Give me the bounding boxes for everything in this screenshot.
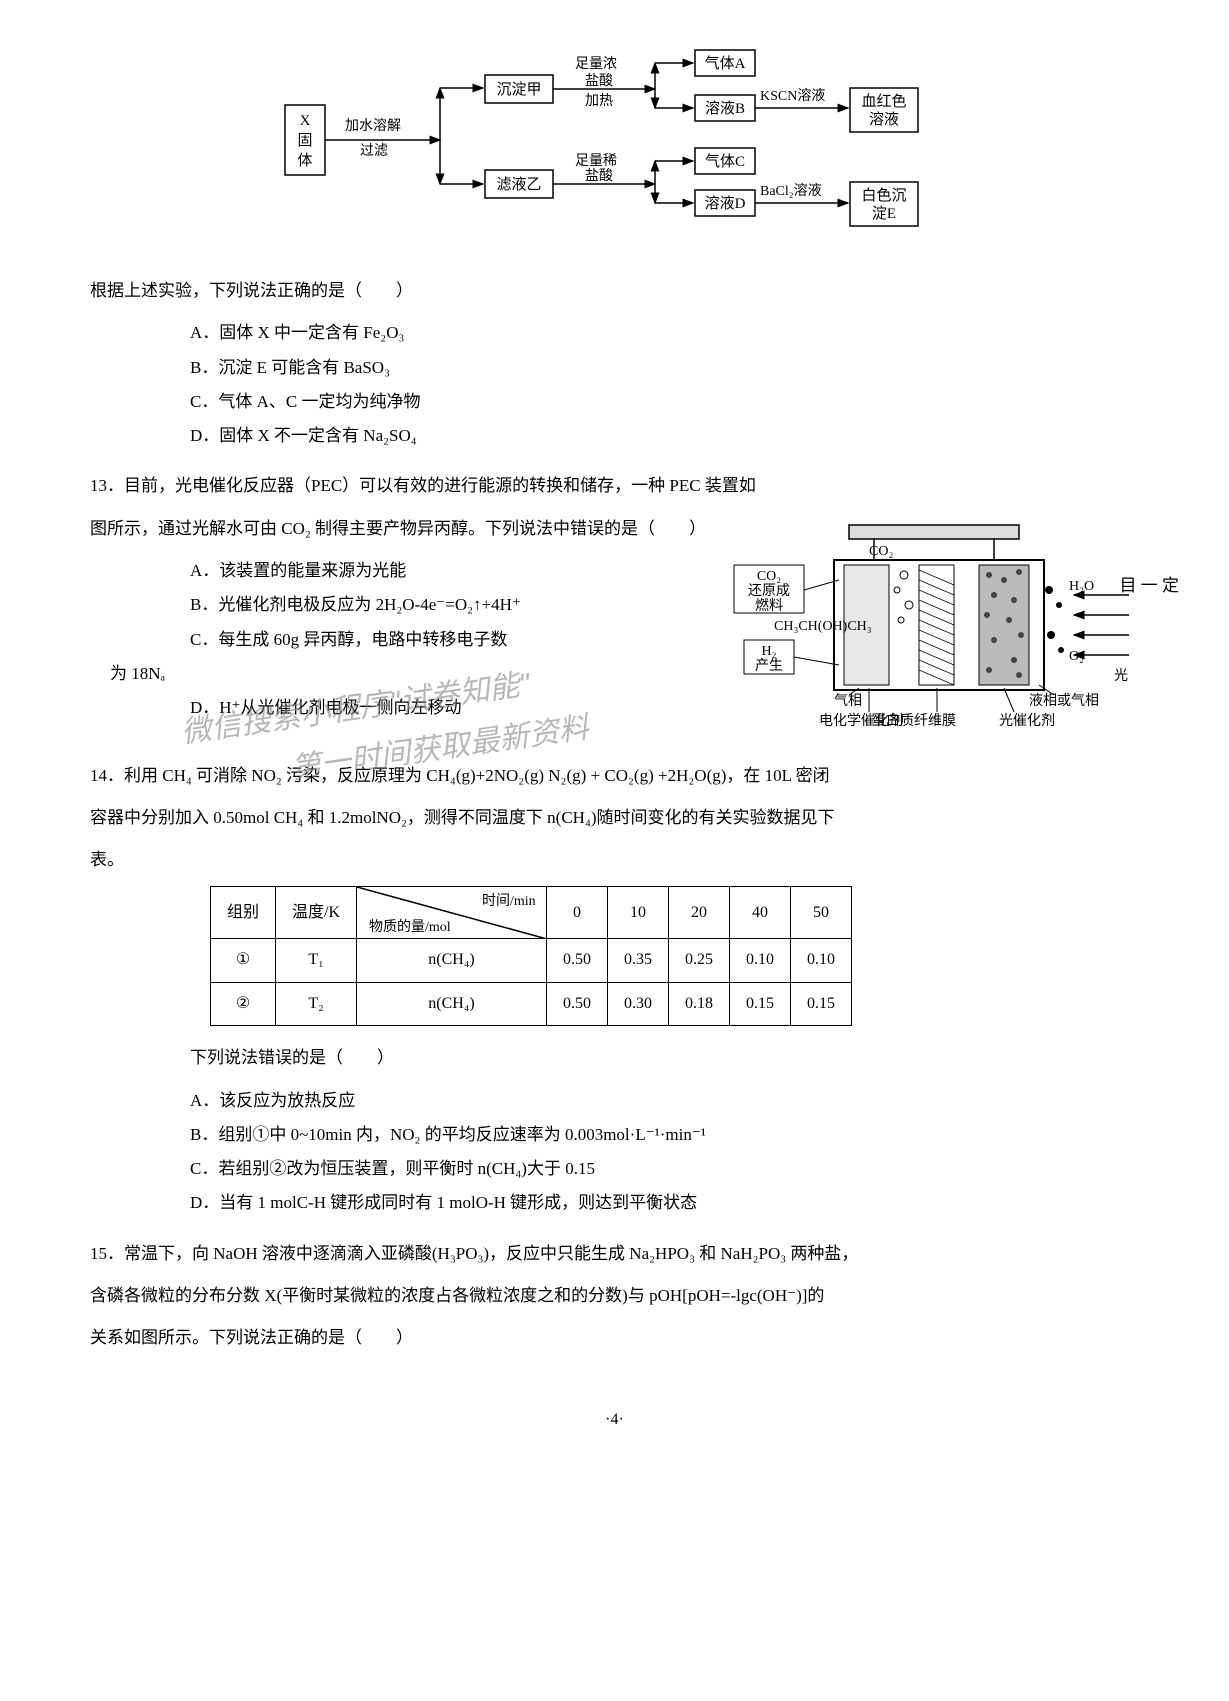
label-dissolve: 加水溶解 (345, 118, 401, 134)
q13-stem-1: 13．目前，光电催化反应器（PEC）可以有效的进行能源的转换和储存，一种 PEC… (90, 470, 1139, 502)
pec-h2-label: H₂ (762, 644, 777, 659)
q13-option-a: A．该装置的能量来源为光能 (190, 555, 650, 587)
th-diagonal: 时间/min 物质的量/mol (357, 887, 547, 939)
pec-h2o: H₂O (1069, 579, 1094, 594)
label-dil-hcl-2: 盐酸 (585, 168, 613, 184)
th-temp: 温度/K (276, 887, 357, 939)
q14-stem-1: 14．利用 CH₄ 可消除 NO₂ 污染，反应原理为 CH₄(g)+2NO₂(g… (90, 760, 1139, 792)
pec-svg: CO₂ 还原成 燃料 CH₃CH(OH)CH₃ H₂ 产生 CO₂ H₂O O₂… (719, 520, 1139, 740)
q12-option-d: D．固体 X 不一定含有 Na₂SO₄ (190, 420, 1139, 452)
th-time: 时间/min (482, 893, 536, 909)
q12-option-b: B．沉淀 E 可能含有 BaSO₃ (190, 352, 1139, 384)
q12-stem: 根据上述实验，下列说法正确的是（ ） (90, 275, 1139, 307)
flowchart-diagram: X 固 体 加水溶解 过滤 沉淀甲 滤液乙 足量浓 盐酸 加热 足量稀 盐酸 (275, 30, 955, 250)
pec-co2-top: CO₂ (869, 544, 893, 559)
label-dil-hcl-1: 足量稀 (575, 153, 617, 169)
q13-options: A．该装置的能量来源为光能 B．光催化剂电极反应为 2H₂O-4e⁻=O₂↑+4… (190, 555, 650, 724)
node-sol-b: 溶液B (704, 100, 744, 117)
th-group: 组别 (211, 887, 276, 939)
node-sol-d: 溶液D (704, 195, 745, 212)
th-t50: 50 (791, 887, 852, 939)
q13-block: 13．目前，光电催化反应器（PEC）可以有效的进行能源的转换和储存，一种 PEC… (90, 470, 1139, 724)
node-red-2: 溶液 (868, 111, 898, 128)
q13-pec-diagram: CO₂ 还原成 燃料 CH₃CH(OH)CH₃ H₂ 产生 CO₂ H₂O O₂… (719, 520, 1139, 740)
q14-option-a: A．该反应为放热反应 (190, 1085, 1139, 1117)
th-t40: 40 (730, 887, 791, 939)
node-white-1: 白色沉 (861, 187, 906, 204)
node-jia: 沉淀甲 (496, 81, 541, 98)
pec-formula: CH₃CH(OH)CH₃ (774, 619, 872, 634)
svg-text:体: 体 (297, 152, 312, 169)
node-gas-c: 气体C (704, 153, 744, 170)
q12-options: A．固体 X 中一定含有 Fe₂O₃ B．沉淀 E 可能含有 BaSO₃ C．气… (190, 317, 1139, 452)
svg-text:燃料: 燃料 (755, 597, 783, 614)
svg-text:还原成: 还原成 (748, 583, 790, 599)
pec-co2-label: CO₂ (757, 569, 781, 584)
node-red-1: 血红色 (861, 93, 906, 110)
th-amount: 物质的量/mol (369, 919, 451, 935)
q14-option-d: D．当有 1 molC-H 键形成同时有 1 molO-H 键形成，则达到平衡状… (190, 1187, 1139, 1219)
pec-qixiang: 气相 (834, 693, 862, 709)
pec-liquid: 液相或气相 (1029, 693, 1099, 709)
q13-option-c: C．每生成 60g 异丙醇，电路中转移电子数 (190, 624, 650, 656)
node-yi: 滤液乙 (496, 176, 541, 193)
q13-option-c2: 为 18Nₐ (110, 658, 650, 690)
label-filter: 过滤 (360, 143, 388, 159)
pec-photo: 光催化剂 (999, 713, 1055, 729)
pec-protein: 蛋白质纤维膜 (872, 713, 956, 729)
label-conc-hcl-1: 足量浓 (575, 56, 617, 72)
q15-stem-2: 含磷各微粒的分布分数 X(平衡时某微粒的浓度占各微粒浓度之和的分数)与 pOH[… (90, 1280, 1139, 1312)
node-gas-a: 气体A (704, 55, 745, 72)
svg-text:产生: 产生 (755, 658, 783, 674)
page-number: ·4· (90, 1405, 1139, 1435)
svg-text:X: X (299, 113, 310, 129)
q15-stem-1: 15．常温下，向 NaOH 溶液中逐滴滴入亚磷酸(H₃PO₃)，反应中只能生成 … (90, 1238, 1139, 1270)
label-heat: 加热 (585, 93, 613, 109)
svg-text:固: 固 (297, 132, 312, 149)
pec-o2: O₂ (1069, 649, 1084, 664)
q14-stem-3: 表。 (90, 844, 1139, 876)
q14-options: A．该反应为放热反应 B．组别①中 0~10min 内，NO₂ 的平均反应速率为… (190, 1085, 1139, 1220)
table-row: ② T₂ n(CH₄) 0.50 0.30 0.18 0.15 0.15 (211, 982, 852, 1025)
th-t0: 0 (547, 887, 608, 939)
table-header-row: 组别 温度/K 时间/min 物质的量/mol 0 10 20 40 50 (211, 887, 852, 939)
flowchart-svg: X 固 体 加水溶解 过滤 沉淀甲 滤液乙 足量浓 盐酸 加热 足量稀 盐酸 (275, 30, 955, 250)
th-t10: 10 (608, 887, 669, 939)
q12-option-a: A．固体 X 中一定含有 Fe₂O₃ (190, 317, 1139, 349)
q14-option-c: C．若组别②改为恒压装置，则平衡时 n(CH₄)大于 0.15 (190, 1153, 1139, 1185)
label-conc-hcl-2: 盐酸 (585, 73, 613, 89)
node-white-2: 淀E (871, 205, 895, 222)
q13-option-b: B．光催化剂电极反应为 2H₂O-4e⁻=O₂↑+4H⁺ (190, 589, 650, 621)
th-t20: 20 (669, 887, 730, 939)
q15-stem-3: 关系如图所示。下列说法正确的是（ ） (90, 1322, 1139, 1354)
q14-table: 组别 温度/K 时间/min 物质的量/mol 0 10 20 40 50 ① … (210, 886, 852, 1026)
q14-option-b: B．组别①中 0~10min 内，NO₂ 的平均反应速率为 0.003mol·L… (190, 1119, 1139, 1151)
table-row: ① T₁ n(CH₄) 0.50 0.35 0.25 0.10 0.10 (211, 939, 852, 982)
pec-light: 光 (1114, 668, 1128, 684)
q14-stem-2: 容器中分别加入 0.50mol CH₄ 和 1.2molNO₂，测得不同温度下 … (90, 802, 1139, 834)
q14-substem: 下列说法错误的是（ ） (190, 1042, 1139, 1074)
q12-option-c: C．气体 A、C 一定均为纯净物 (190, 386, 1139, 418)
label-bacl2: BaCl₂溶液 (760, 183, 822, 199)
q13-option-d: D．H⁺从光催化剂电极一侧向左移动 (190, 692, 650, 724)
label-kscn: KSCN溶液 (760, 88, 825, 104)
